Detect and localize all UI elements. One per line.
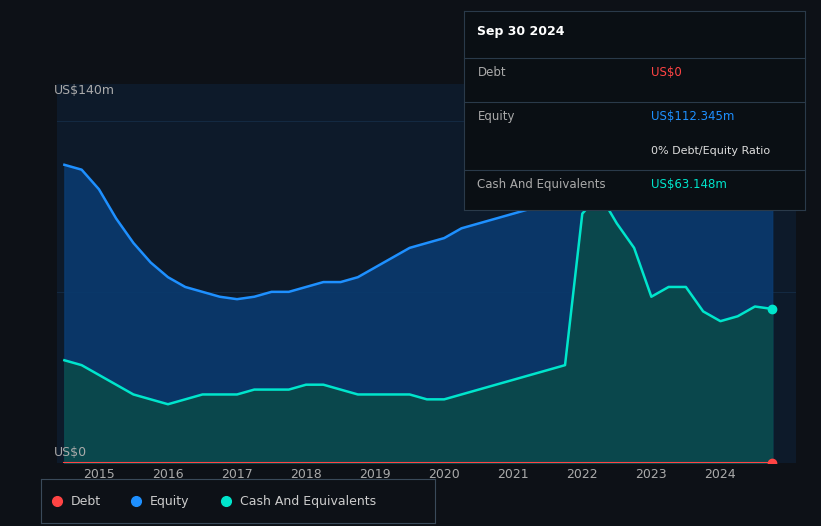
Text: Sep 30 2024: Sep 30 2024	[478, 25, 565, 37]
Text: US$63.148m: US$63.148m	[651, 178, 727, 191]
Text: 0% Debt/Equity Ratio: 0% Debt/Equity Ratio	[651, 146, 770, 156]
Text: US$112.345m: US$112.345m	[651, 110, 735, 124]
Text: US$0: US$0	[651, 66, 682, 79]
Text: Debt: Debt	[71, 494, 101, 508]
Text: Cash And Equivalents: Cash And Equivalents	[478, 178, 606, 191]
Text: Equity: Equity	[478, 110, 515, 124]
Text: Debt: Debt	[478, 66, 506, 79]
Text: Cash And Equivalents: Cash And Equivalents	[240, 494, 376, 508]
Text: Equity: Equity	[149, 494, 189, 508]
Text: US$0: US$0	[54, 446, 87, 459]
Text: US$140m: US$140m	[54, 84, 115, 97]
